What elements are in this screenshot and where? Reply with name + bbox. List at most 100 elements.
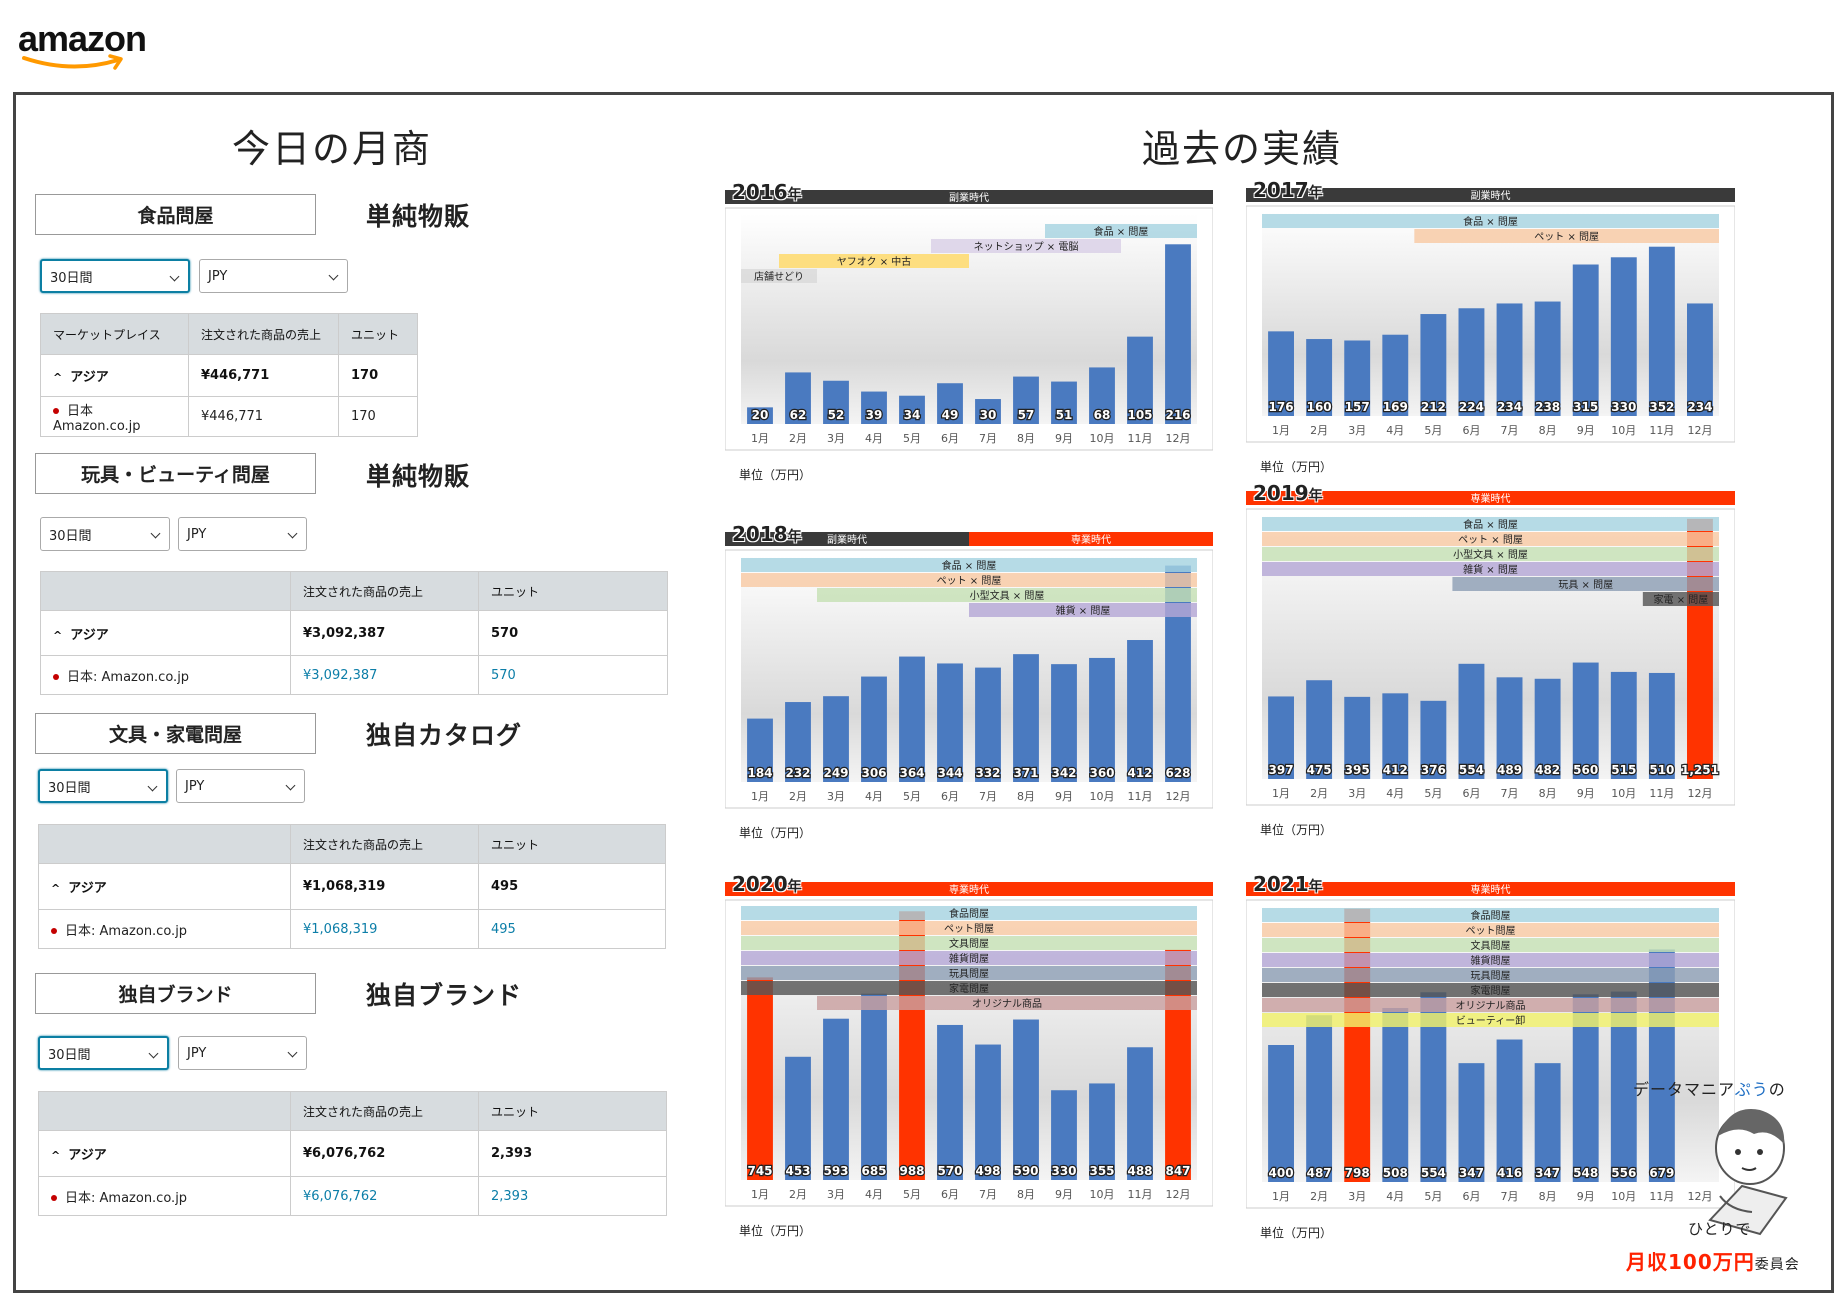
bar <box>1268 696 1294 779</box>
bar <box>1572 264 1599 416</box>
region-sales: ¥446,771 <box>188 354 339 397</box>
region-sales: ¥1,068,319 <box>290 863 479 910</box>
store-sales[interactable]: ¥3,092,387 <box>290 655 479 695</box>
data-label: 453 <box>785 1164 810 1178</box>
data-label: 570 <box>937 1164 962 1178</box>
x-tick-label: 5月 <box>1424 424 1442 437</box>
region-units: 495 <box>478 863 666 910</box>
business-strip <box>969 603 1197 617</box>
table-row[interactable]: ^ アジア ¥446,771 170 <box>40 354 418 397</box>
currency-select[interactable]: JPY <box>176 769 305 803</box>
x-tick-label: 10月 <box>1611 1190 1636 1203</box>
bar <box>1268 331 1294 416</box>
store-units[interactable]: 570 <box>478 655 668 695</box>
data-label: 593 <box>823 1164 848 1178</box>
bar <box>1648 672 1675 779</box>
business-label: 雑貨 × 問屋 <box>1056 604 1111 617</box>
data-label: 397 <box>1269 763 1294 777</box>
business-label: オリジナル商品 <box>972 997 1042 1010</box>
bar <box>1051 1090 1077 1180</box>
data-label: 330 <box>1611 400 1636 414</box>
data-label: 315 <box>1573 400 1598 414</box>
category-name: 玩具・ビューティ問屋 <box>35 453 316 494</box>
bar <box>937 663 963 782</box>
period-select[interactable]: 30日間 <box>38 1036 169 1070</box>
data-label: 412 <box>1383 763 1408 777</box>
bar <box>1610 257 1637 416</box>
x-tick-label: 11月 <box>1649 1190 1674 1203</box>
x-tick-label: 7月 <box>1501 424 1519 437</box>
plot-area <box>1262 212 1719 416</box>
year-label: 2018年 <box>732 522 802 546</box>
bar <box>975 667 1001 782</box>
region-sales: ¥6,076,762 <box>290 1130 479 1177</box>
table-row[interactable]: ^ アジア ¥6,076,762 2,393 <box>38 1130 667 1177</box>
table-row[interactable]: 日本 Amazon.co.jp ¥446,771 170 <box>40 396 418 437</box>
business-label: 食品 × 問屋 <box>1094 225 1149 238</box>
currency-select[interactable]: JPY <box>178 517 307 551</box>
business-label: 文具問屋 <box>1471 939 1511 952</box>
bar <box>785 1056 811 1180</box>
x-tick-label: 2月 <box>789 1188 807 1201</box>
table-row[interactable]: 日本: Amazon.co.jp ¥3,092,387 570 <box>40 655 668 695</box>
table-row[interactable]: 日本: Amazon.co.jp ¥6,076,762 2,393 <box>38 1176 667 1216</box>
data-label: 489 <box>1497 763 1522 777</box>
status-dot <box>53 408 59 414</box>
region-label: アジア <box>70 627 109 643</box>
bar <box>1382 334 1409 416</box>
business-strip <box>1414 229 1719 243</box>
data-label: 347 <box>1535 1166 1560 1180</box>
store-label: 日本: Amazon.co.jp <box>67 669 190 685</box>
era-band <box>1246 491 1735 505</box>
business-label: 家電問屋 <box>949 982 989 995</box>
business-strip <box>1262 532 1719 546</box>
data-label: 330 <box>1051 1164 1076 1178</box>
business-strip <box>741 981 1197 995</box>
business-strip <box>741 573 1197 587</box>
business-label: ペット問屋 <box>1466 925 1516 937</box>
x-tick-label: 11月 <box>1649 424 1674 437</box>
table-row[interactable]: ^ アジア ¥1,068,319 495 <box>38 863 666 910</box>
period-select[interactable]: 30日間 <box>40 517 170 551</box>
bar <box>1572 662 1599 779</box>
business-label: 小型文具 × 問屋 <box>970 589 1045 602</box>
period-value: 30日間 <box>49 528 92 544</box>
todays-sales-title: 今日の月商 <box>232 127 433 171</box>
data-label: 224 <box>1459 400 1484 414</box>
category-type: 単純物販 <box>366 462 471 491</box>
chevron-down-icon <box>148 1048 159 1059</box>
store-sales[interactable]: ¥6,076,762 <box>290 1176 479 1216</box>
business-label: 玩具 × 問屋 <box>1558 579 1613 591</box>
data-label: 62 <box>790 408 807 422</box>
chevron-down-icon <box>287 1047 298 1058</box>
bar <box>1458 308 1485 416</box>
x-tick-label: 10月 <box>1611 787 1636 800</box>
x-tick-label: 2月 <box>1310 1190 1328 1203</box>
data-label: 560 <box>1573 763 1598 777</box>
unit-label: 単位（万円） <box>1260 823 1333 837</box>
store-sales: ¥446,771 <box>188 396 339 437</box>
amazon-logo: amazon <box>18 14 158 70</box>
currency-select[interactable]: JPY <box>199 259 348 293</box>
store-units[interactable]: 495 <box>478 909 666 949</box>
period-select[interactable]: 30日間 <box>40 259 190 293</box>
data-label: 347 <box>1459 1166 1484 1180</box>
x-tick-label: 6月 <box>941 1188 959 1201</box>
store-units[interactable]: 2,393 <box>478 1176 667 1216</box>
currency-select[interactable]: JPY <box>178 1036 307 1070</box>
business-label: 食品 × 問屋 <box>1463 518 1518 531</box>
table-row[interactable]: 日本: Amazon.co.jp ¥1,068,319 495 <box>38 909 666 949</box>
bar <box>1534 678 1561 779</box>
period-select[interactable]: 30日間 <box>38 769 168 803</box>
table-row[interactable]: ^ アジア ¥3,092,387 570 <box>40 610 668 656</box>
era-band <box>725 532 969 546</box>
data-label: 488 <box>1127 1164 1152 1178</box>
business-label: 文具問屋 <box>949 937 989 950</box>
store-sales[interactable]: ¥1,068,319 <box>290 909 479 949</box>
data-label: 68 <box>1094 408 1111 422</box>
data-label: 105 <box>1127 408 1152 422</box>
data-label: 556 <box>1611 1166 1636 1180</box>
x-tick-label: 4月 <box>1386 1190 1404 1203</box>
watermark-line3b: 委員会 <box>1754 1257 1800 1273</box>
